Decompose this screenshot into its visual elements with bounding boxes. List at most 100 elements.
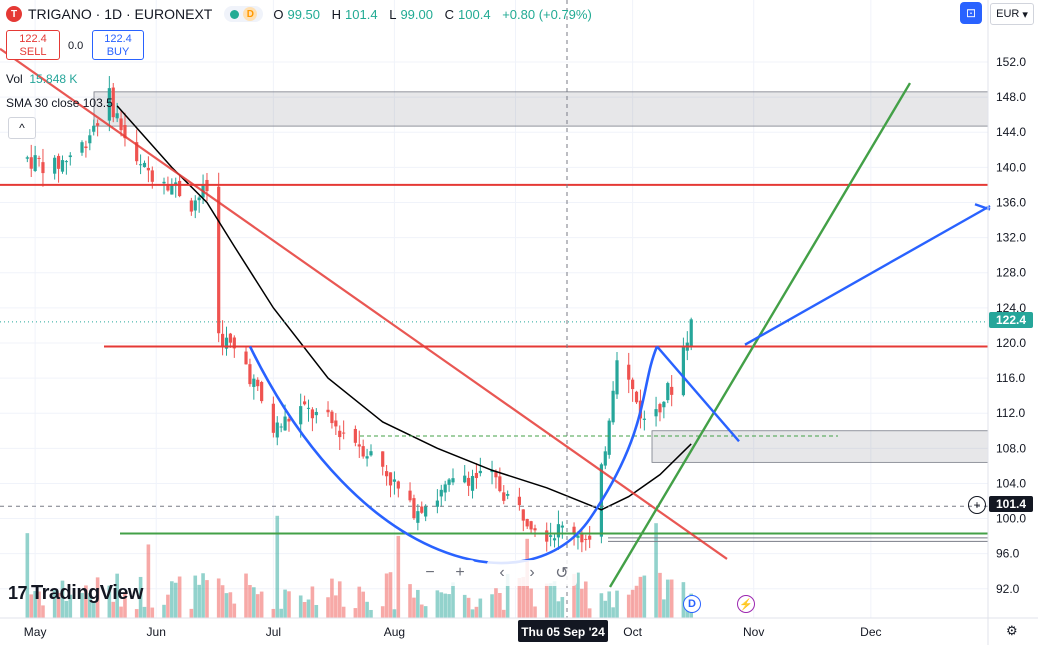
sma-legend[interactable]: SMA 30 close 103.5 [6, 96, 113, 110]
volume-bar [388, 572, 393, 618]
candle-body [517, 496, 521, 506]
gear-icon[interactable]: ⚙ [1006, 623, 1018, 638]
volume-bar [439, 592, 444, 618]
candle-body [244, 351, 248, 365]
y-tick-label: 124.0 [996, 301, 1026, 315]
candle-body [53, 157, 57, 174]
symbol-title[interactable]: TRIGANO · 1D · EURONEXT [28, 6, 213, 22]
volume-bar [341, 606, 346, 618]
candle-body [193, 200, 197, 211]
chart-header: T TRIGANO · 1D · EURONEXT D O 99.50 H 101.… [6, 4, 600, 24]
screenshot-icon[interactable]: ⊡ [960, 2, 982, 24]
candle-body [478, 470, 482, 474]
candle-body [494, 471, 498, 478]
volume-bar [630, 589, 635, 618]
volume-bar [146, 544, 151, 618]
change-value: +0.80 (+0.79%) [502, 6, 592, 22]
candle-body [439, 489, 443, 497]
volume-bar [91, 601, 96, 618]
scroll-left-button[interactable]: ‹ [499, 564, 505, 581]
volume-bar [248, 585, 252, 618]
volume-bar [587, 608, 592, 618]
drawings[interactable] [0, 0, 991, 618]
currency-select[interactable]: EUR ▾ [990, 3, 1034, 25]
candle-body [443, 484, 447, 493]
candle-body [68, 155, 72, 158]
candle-body [388, 472, 393, 486]
volume-bar [216, 578, 221, 618]
volume-bar [228, 592, 233, 618]
volume-bar [533, 606, 537, 618]
buy-label: BUY [106, 46, 130, 58]
candle-body [342, 432, 346, 434]
y-tick-label: 128.0 [996, 266, 1026, 280]
volume-bar [665, 579, 670, 618]
volume-bar [466, 597, 471, 618]
candle-body [662, 401, 666, 408]
volume-bar [634, 585, 639, 618]
chevron-down-icon: ▾ [1022, 8, 1028, 21]
volume-bar [107, 585, 112, 618]
reset-view-button[interactable]: ↺ [555, 565, 569, 582]
candle-body [123, 125, 127, 139]
candle-body [138, 164, 143, 166]
candle-body [451, 478, 455, 483]
candle-body [115, 113, 119, 119]
sell-button[interactable]: 122.4 SELL [6, 30, 60, 60]
scroll-right-button[interactable]: › [529, 564, 535, 581]
tradingview-wordmark: TradingView [31, 582, 143, 604]
candle-body [416, 511, 420, 523]
volume-bar [201, 573, 205, 618]
volume-bar [662, 599, 666, 618]
candle-body [634, 391, 639, 403]
candle-body [56, 155, 61, 169]
candle-body [150, 170, 154, 182]
buy-price: 122.4 [104, 33, 132, 45]
x-tick-label: Dec [860, 625, 881, 639]
collapse-legend-button[interactable]: ^ [8, 117, 36, 139]
candle-body [385, 471, 389, 477]
blue-pullback-line [656, 345, 740, 443]
add-alert-icon[interactable]: + [968, 496, 986, 514]
volume-bar [142, 606, 147, 618]
volume-bar [41, 605, 45, 618]
market-status[interactable]: D [224, 6, 264, 22]
y-tick-label: 144.0 [996, 125, 1026, 139]
dividend-event-icon[interactable]: D [683, 595, 701, 613]
volume-bar [560, 597, 565, 618]
candle-body [146, 167, 150, 171]
zoom-out-button[interactable]: − [425, 564, 435, 581]
candle-body [361, 446, 365, 457]
volume-bar [326, 597, 330, 618]
volume-bar [302, 602, 307, 618]
volume-bar [138, 576, 143, 618]
volume-bar [119, 606, 123, 618]
volume-legend[interactable]: Vol 15.848 K [6, 72, 77, 86]
volume-bar [111, 601, 116, 618]
split-event-icon[interactable]: ⚡ [737, 595, 755, 613]
candle-body [37, 157, 41, 159]
sma-value: 103.5 [82, 96, 113, 110]
crosshair-time-tag [518, 620, 608, 642]
candle-body [232, 337, 236, 349]
zoom-in-button[interactable]: + [455, 564, 465, 581]
candle-body [396, 481, 400, 489]
volume-bar [134, 609, 139, 618]
last-price-tag: 122.4 [989, 312, 1033, 328]
buy-button[interactable]: 122.4 BUY [92, 30, 144, 60]
volume-bar [60, 580, 65, 618]
candle-body [580, 532, 584, 543]
candle-body [369, 451, 373, 456]
volume-bar [412, 597, 416, 618]
volume-value: 15.848 K [29, 72, 78, 86]
blue-cup-arc [248, 345, 659, 565]
candle-body [252, 378, 256, 387]
candle-body [533, 528, 537, 531]
candle-body [248, 364, 252, 385]
candle-body [189, 200, 193, 212]
close-value: 100.4 [458, 6, 491, 22]
y-tick-label: 108.0 [996, 441, 1026, 455]
candle-body [521, 509, 525, 521]
